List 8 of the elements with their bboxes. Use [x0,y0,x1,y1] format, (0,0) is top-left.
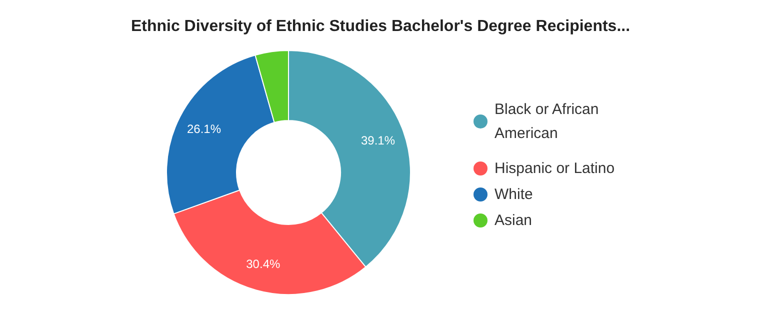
data-label: 39.1% [360,134,396,148]
legend-label: Hispanic or Latino [494,160,615,177]
data-label: 26.1% [186,122,222,136]
legend-label: White [494,186,533,203]
chart-title: Ethnic Diversity of Ethnic Studies Bachelor's Degree Recipients... [130,18,630,35]
data-label: 30.4% [246,257,280,272]
legend-label: Black or African American [494,101,599,142]
legend-label: Asian [494,212,532,229]
